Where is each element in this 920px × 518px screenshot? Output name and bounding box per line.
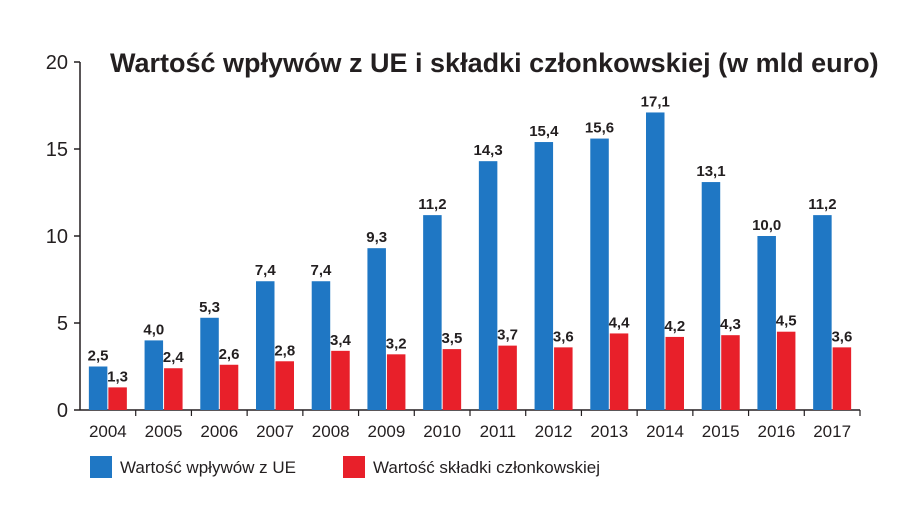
bar-membership-fee [721,335,740,410]
data-label: 3,7 [497,327,518,344]
data-label: 10,0 [752,217,781,234]
x-tick-label: 2012 [535,422,573,441]
bar-eu-inflows [534,142,554,411]
x-tick-label: 2007 [256,422,294,441]
data-label: 3,4 [330,332,352,349]
x-tick-label: 2011 [480,422,517,441]
data-label: 17,1 [641,93,670,110]
y-tick-label: 10 [46,226,68,248]
chart-title: Wartość wpływów z UE i składki członkows… [110,48,879,78]
x-tick-label: 2010 [423,422,461,441]
x-tick-label: 2005 [145,422,183,441]
legend-label: Wartość wpływów z UE [120,458,296,477]
data-label: 3,6 [831,328,852,345]
data-label: 9,3 [366,229,387,246]
data-label: 2,4 [163,349,185,366]
bar-membership-fee [108,387,127,410]
data-label: 13,1 [696,163,725,180]
x-tick-label: 2013 [590,422,628,441]
bar-eu-inflows [88,366,108,410]
data-label: 14,3 [474,142,503,159]
data-label: 3,5 [441,330,462,347]
bar-eu-inflows [367,248,386,410]
y-tick-label: 0 [57,400,68,422]
chart-data-labels: 2,5 1,3 4,0 2,4 5,3 2,6 7,4 2,8 7,4 3,4 9,3 3,2 11,2… [88,93,853,385]
data-label: 2,6 [219,346,240,363]
legend-label: Wartość składki członkowskiej [373,458,600,477]
bar-membership-fee [331,350,350,410]
bar-eu-inflows [590,138,609,410]
bar-eu-inflows [478,161,498,410]
data-label: 11,2 [418,196,446,213]
x-tick-label: 2009 [368,422,406,441]
bar-membership-fee [832,347,852,410]
bar-eu-inflows [144,340,164,410]
data-label: 3,2 [386,335,407,352]
y-tick-label: 20 [46,52,68,74]
bar-membership-fee [386,354,406,410]
bar-membership-fee [554,347,573,410]
data-label: 2,8 [274,342,295,359]
data-label: 5,3 [199,299,220,316]
data-label: 4,2 [664,318,685,335]
data-label: 2,5 [88,348,109,365]
bar-membership-fee [275,361,294,410]
bar-membership-fee [442,349,462,410]
x-tick-label: 2014 [646,422,684,441]
x-tick-label: 2006 [200,422,238,441]
legend-swatch [90,456,112,478]
bar-membership-fee [498,345,517,410]
data-label: 15,6 [585,120,614,137]
bar-membership-fee [609,333,629,410]
bar-eu-inflows [311,281,331,410]
x-tick-label: 2016 [758,422,796,441]
bar-eu-inflows [757,236,776,410]
data-label: 1,3 [107,368,128,385]
bar-membership-fee [219,364,239,410]
data-label: 4,3 [720,316,741,333]
bar-eu-inflows [701,182,721,410]
chart-bars [88,112,852,411]
y-tick-label: 15 [46,139,68,161]
x-tick-label: 2015 [702,422,740,441]
legend-swatch [343,456,365,478]
data-label: 3,6 [553,328,574,345]
data-label: 4,0 [143,321,164,338]
data-label: 4,4 [609,314,631,331]
bar-eu-inflows [423,215,442,410]
x-tick-label: 2004 [89,422,127,441]
bar-eu-inflows [256,281,275,410]
chart-legend: Wartość wpływów z UE Wartość składki czło… [90,456,600,478]
chart-axes: 0 5 10 15 20 2004 2005 2006 2007 2008 2009 2010 2011… [46,52,861,441]
bar-eu-inflows [813,215,832,410]
bar-membership-fee [665,336,684,410]
data-label: 7,4 [311,262,333,279]
bar-eu-inflows [646,112,665,411]
data-label: 15,4 [529,123,559,140]
data-label: 11,2 [808,196,836,213]
bar-membership-fee [164,368,183,410]
data-label: 7,4 [255,262,277,279]
x-tick-label: 2008 [312,422,350,441]
bar-eu-inflows [200,317,219,410]
bar-membership-fee [776,331,796,410]
x-tick-label: 2017 [813,422,851,441]
data-label: 4,5 [776,313,797,330]
y-tick-label: 5 [57,313,68,335]
